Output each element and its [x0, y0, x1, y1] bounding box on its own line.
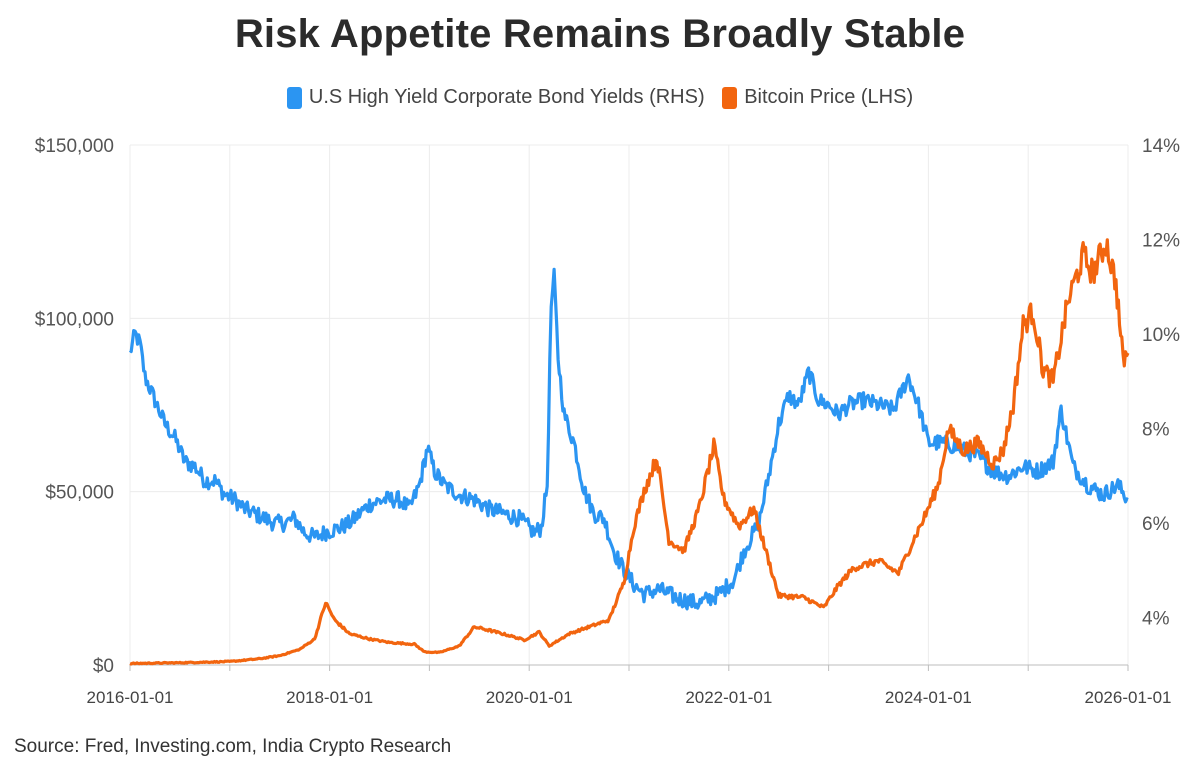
y-left-tick-label: $50,000: [45, 483, 114, 504]
y-right-tick-label: 14%: [1142, 136, 1180, 157]
series-line-bitcoin: [129, 238, 1130, 666]
legend-label-bitcoin: Bitcoin Price (LHS): [744, 86, 914, 108]
x-tick-label: 2020-01-01: [486, 688, 573, 707]
y-left-tick-label: $0: [93, 656, 114, 677]
x-tick-label: 2018-01-01: [286, 688, 373, 707]
y-left-tick-label: $150,000: [35, 136, 114, 157]
legend-item-bitcoin[interactable]: Bitcoin Price (LHS): [722, 86, 913, 109]
y-right-tick-label: 8%: [1142, 420, 1170, 441]
y-right-tick-label: 10%: [1142, 325, 1180, 346]
y-left-tick-label: $100,000: [35, 309, 114, 330]
y-right-tick-label: 12%: [1142, 231, 1180, 252]
x-tick-label: 2022-01-01: [685, 688, 772, 707]
x-tick-label: 2024-01-01: [885, 688, 972, 707]
x-tick-label: 2026-01-01: [1085, 688, 1172, 707]
legend-swatch-bitcoin: [722, 86, 738, 109]
x-tick-label: 2016-01-01: [87, 688, 174, 707]
legend-swatch-bond-yields: [286, 86, 302, 109]
legend-item-bond-yields[interactable]: U.S High Yield Corporate Bond Yields (RH…: [286, 86, 705, 109]
y-right-tick-label: 4%: [1142, 609, 1170, 630]
chart-title: Risk Appetite Remains Broadly Stable: [234, 12, 966, 56]
legend-label-bond-yields: U.S High Yield Corporate Bond Yields (RH…: [308, 86, 705, 108]
source-note: Source: Fred, Investing.com, India Crypt…: [14, 736, 452, 757]
legend: U.S High Yield Corporate Bond Yields (RH…: [0, 86, 1200, 115]
y-right-tick-label: 6%: [1142, 514, 1170, 535]
